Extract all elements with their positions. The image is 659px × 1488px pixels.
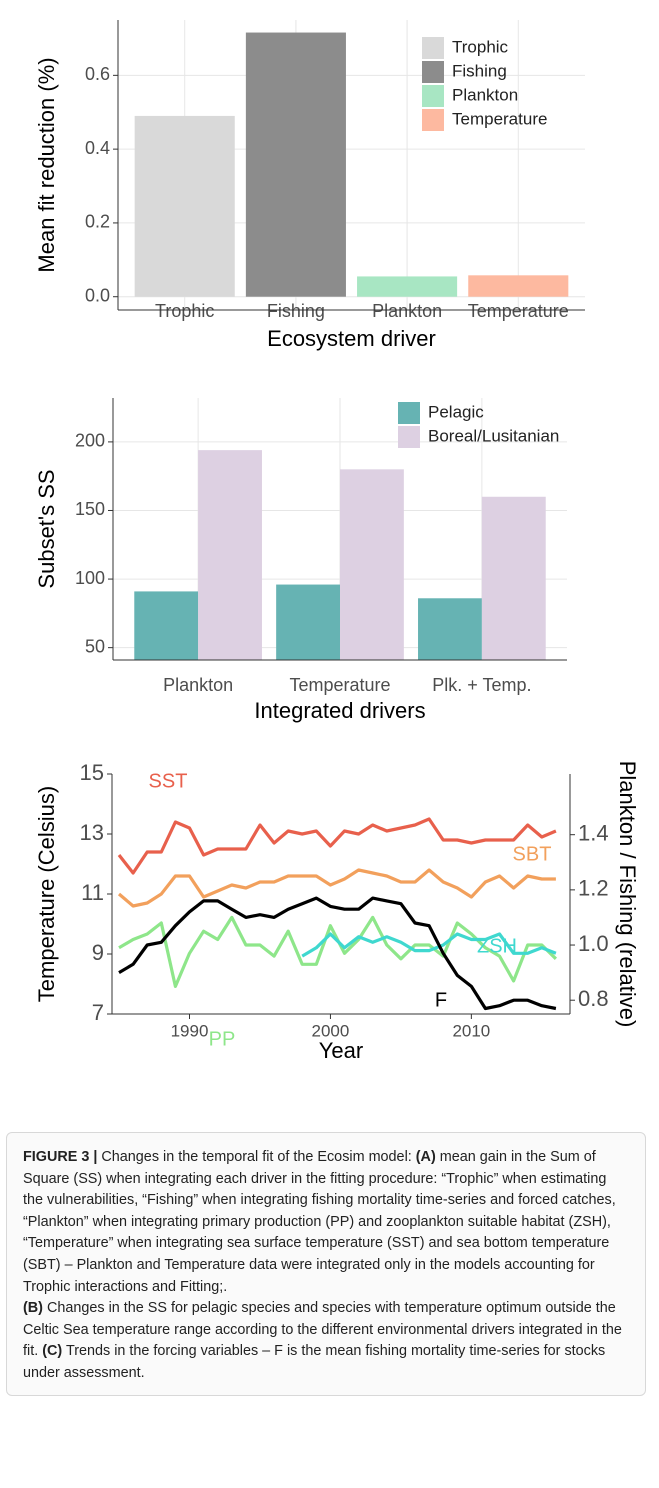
x-tick-label: Plk. + Temp. [432, 675, 531, 695]
y-tick-label: 0.6 [85, 64, 110, 84]
y-tick-label: 200 [75, 431, 105, 451]
bar [134, 115, 235, 297]
series-label: ZSH [477, 935, 517, 957]
caption-text: Changes in the temporal fit of the Ecosi… [101, 1149, 412, 1165]
caption-panel: (C) [42, 1343, 63, 1360]
bar [276, 584, 340, 660]
x-tick-label: Fishing [267, 301, 325, 321]
y-tick-label: 1.0 [578, 931, 609, 956]
y-tick-label: 50 [85, 636, 105, 656]
legend-swatch [422, 109, 444, 131]
x-tick-label: Plankton [163, 675, 233, 695]
bar [418, 598, 482, 660]
legend-label: Boreal/Lusitanian [428, 426, 559, 445]
y2-axis-title: Plankton / Fishing (relative) [615, 761, 640, 1028]
legend-swatch [422, 61, 444, 83]
series-label: SBT [513, 843, 552, 865]
x-axis-title: Integrated drivers [254, 698, 425, 723]
line-series [118, 896, 557, 1011]
y-tick-label: 100 [75, 568, 105, 588]
line-series [301, 932, 557, 958]
x-tick-label: 2000 [312, 1021, 350, 1040]
y-tick-label: 150 [75, 499, 105, 519]
series-label: PP [209, 1028, 236, 1050]
legend-label: Trophic [452, 37, 509, 56]
caption: FIGURE 3 | Changes in the temporal fit o… [6, 1132, 646, 1396]
caption-text: mean gain in the Sum of Square (SS) when… [23, 1149, 616, 1295]
series-label: F [435, 989, 447, 1011]
y-axis-title: Subset's SS [34, 469, 59, 588]
bar [340, 469, 404, 660]
caption-panel: (B) [23, 1300, 43, 1317]
y-tick-label: 1.4 [578, 821, 609, 846]
bar [245, 32, 346, 297]
x-tick-label: Temperature [289, 675, 390, 695]
y-axis-title: Temperature (Celsius) [34, 786, 59, 1002]
caption-panel: (A) [415, 1149, 436, 1165]
y-tick-label: 11 [81, 880, 104, 905]
x-axis-title: Ecosystem driver [267, 326, 436, 351]
y-tick-label: 0.0 [85, 285, 110, 305]
x-tick-label: Temperature [468, 301, 569, 321]
legend-swatch [398, 402, 420, 424]
x-tick-label: 2010 [452, 1021, 490, 1040]
legend-swatch [398, 426, 420, 448]
y-axis-title: Mean fit reduction (%) [34, 57, 59, 272]
caption-text: Trends in the forcing variables – F is t… [23, 1343, 606, 1381]
y-tick-label: 0.8 [578, 986, 609, 1011]
bar [468, 275, 569, 297]
y-tick-label: 0.2 [85, 212, 110, 232]
x-tick-label: 1990 [171, 1021, 209, 1040]
legend-label: Temperature [452, 109, 547, 128]
bar [198, 450, 262, 660]
legend-label: Plankton [452, 85, 518, 104]
x-axis-title: Year [319, 1038, 363, 1063]
caption-label: FIGURE 3 | [23, 1149, 98, 1165]
y-tick-label: 13 [80, 820, 104, 845]
figure: 0.0 0.2 0.4 0.6 Trophic Fishing Plankton Temper… [34, 20, 640, 1063]
y-tick-label: 1.2 [578, 876, 609, 901]
y-tick-label: 9 [92, 940, 104, 965]
legend-swatch [422, 85, 444, 107]
y-tick-label: 0.4 [85, 138, 110, 158]
line-series [117, 868, 556, 908]
caption-text: Changes in the SS for pelagic species an… [23, 1300, 622, 1360]
bar [357, 276, 458, 297]
x-tick-label: Trophic [155, 301, 214, 321]
y-tick-label: 7 [92, 1000, 104, 1025]
line-series [117, 817, 557, 875]
x-tick-label: Plankton [372, 301, 442, 321]
bar [481, 496, 546, 660]
series-label: SST [149, 770, 188, 792]
bar [134, 591, 199, 660]
legend-label: Fishing [452, 61, 507, 80]
y-tick-label: 15 [80, 760, 104, 785]
legend-swatch [422, 37, 444, 59]
legend-label: Pelagic [428, 402, 484, 421]
